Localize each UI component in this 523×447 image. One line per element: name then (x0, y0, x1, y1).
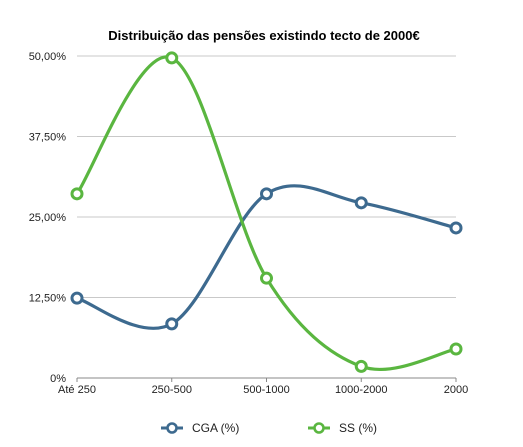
data-point (165, 51, 179, 65)
data-point (70, 187, 84, 201)
y-tick-label: 37,50% (29, 132, 67, 144)
series-ss (70, 51, 463, 373)
y-tick-label: 12,50% (29, 293, 67, 305)
series-line (75, 184, 458, 330)
x-tick-label: 250-500 (152, 384, 192, 396)
chart-title: Distribuição das pensões existindo tecto… (108, 28, 419, 43)
y-tick-label: 50,00% (29, 51, 67, 63)
data-point (70, 291, 84, 305)
series-line (75, 55, 458, 372)
x-tick-label: 1000-2000 (335, 384, 388, 396)
data-point (260, 187, 273, 201)
legend-item: SS (%) (308, 421, 377, 435)
legend: CGA (%) SS (%) (161, 421, 377, 435)
data-point (165, 317, 179, 331)
data-point (449, 221, 463, 235)
legend-marker (166, 422, 178, 434)
data-point (449, 342, 463, 356)
series-cga (70, 184, 463, 331)
x-axis-ticks: Até 250 250-500 500-1000 1000-2000 2000 (58, 378, 468, 396)
x-tick-label: 500-1000 (243, 384, 290, 396)
legend-marker (313, 422, 325, 434)
y-axis-ticks: 0% 12,50% 25,00% 37,50% 50,00% (29, 51, 67, 385)
data-point (354, 359, 368, 373)
legend-item: CGA (%) (161, 421, 239, 435)
y-tick-label: 25,00% (29, 212, 67, 224)
x-tick-label: Até 250 (58, 384, 96, 396)
x-tick-label: 2000 (444, 384, 468, 396)
data-point (354, 196, 368, 210)
series-layer (70, 51, 463, 373)
legend-label: CGA (%) (192, 421, 239, 435)
data-point (260, 271, 273, 285)
grid (77, 55, 456, 379)
legend-label: SS (%) (339, 421, 377, 435)
y-tick-label: 0% (50, 373, 66, 385)
